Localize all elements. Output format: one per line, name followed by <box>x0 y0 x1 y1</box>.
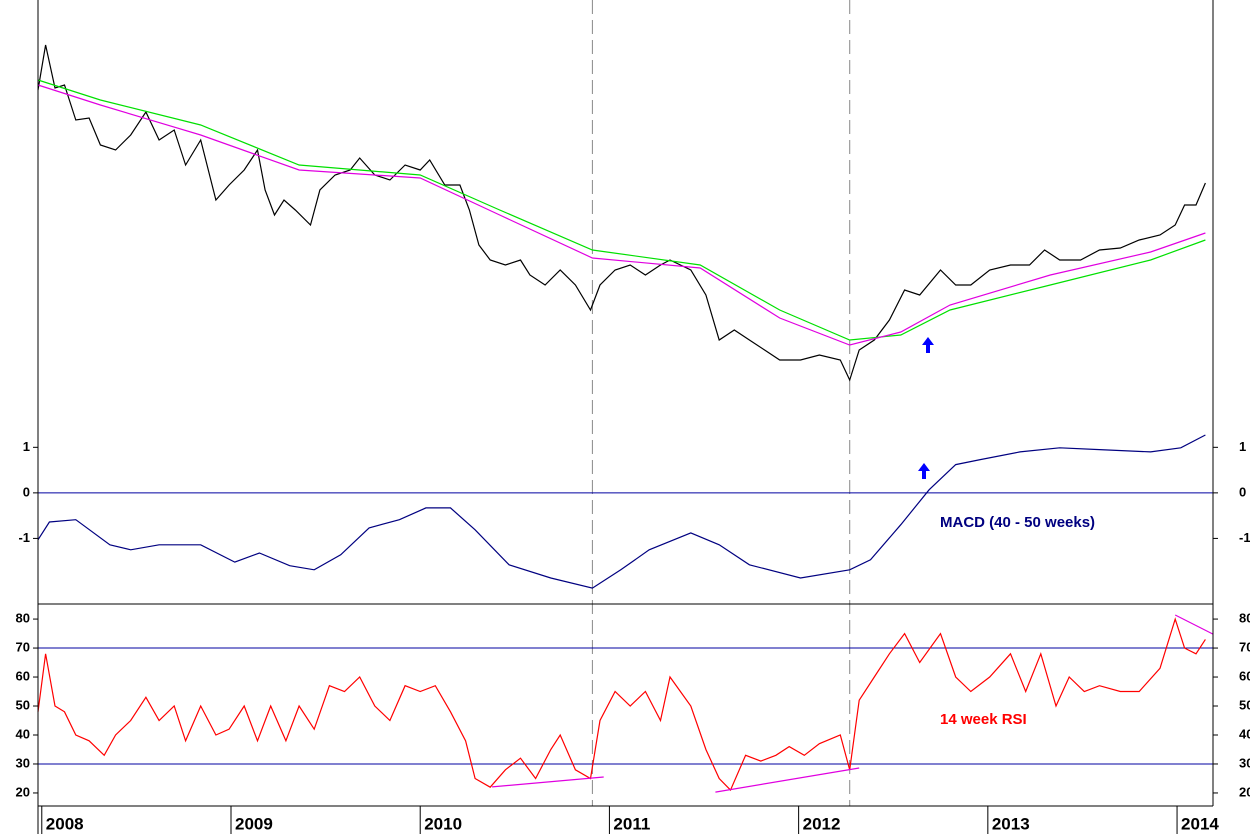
arrow <box>922 337 934 353</box>
y-tick-label: 40 <box>1239 726 1250 741</box>
y-tick-label: 30 <box>16 755 30 770</box>
y-tick-label: 40 <box>16 726 30 741</box>
x-tick-label: 2009 <box>235 814 273 833</box>
y-tick-label: 70 <box>1239 639 1250 654</box>
arrow <box>918 463 930 479</box>
y-tick-label: 20 <box>1239 784 1250 799</box>
series-line <box>37 434 1206 589</box>
y-tick-label: -1 <box>18 530 30 545</box>
series-line <box>37 79 1206 341</box>
series-line <box>37 84 1206 346</box>
y-tick-label: -1 <box>1239 530 1250 545</box>
trendline <box>492 776 604 788</box>
y-tick-label: 60 <box>16 668 30 683</box>
trendline <box>1174 614 1214 635</box>
x-tick-label: 2011 <box>613 814 650 833</box>
x-tick-label: 2014 <box>1181 814 1219 833</box>
y-tick-label: 80 <box>16 611 30 626</box>
y-tick-label: 1 <box>23 439 30 454</box>
y-tick-label: 80 <box>1239 611 1250 626</box>
y-tick-label: 30 <box>1239 755 1250 770</box>
y-tick-label: 50 <box>1239 697 1250 712</box>
x-tick-label: 2008 <box>46 814 84 833</box>
y-tick-label: 1 <box>1239 439 1246 454</box>
y-tick-label: 50 <box>16 697 30 712</box>
annotation: MACD (40 - 50 weeks) <box>940 514 1095 531</box>
trendline <box>715 767 860 793</box>
x-tick-label: 2012 <box>803 814 841 833</box>
y-tick-label: 70 <box>16 639 30 654</box>
series-line <box>37 617 1206 792</box>
x-tick-label: 2010 <box>424 814 462 833</box>
y-tick-label: 20 <box>16 784 30 799</box>
series-line <box>37 44 1206 382</box>
annotation: 14 week RSI <box>940 711 1027 728</box>
y-tick-label: 60 <box>1239 668 1250 683</box>
y-tick-label: 0 <box>23 484 30 499</box>
x-tick-label: 2013 <box>992 814 1030 833</box>
y-tick-label: 0 <box>1239 484 1246 499</box>
